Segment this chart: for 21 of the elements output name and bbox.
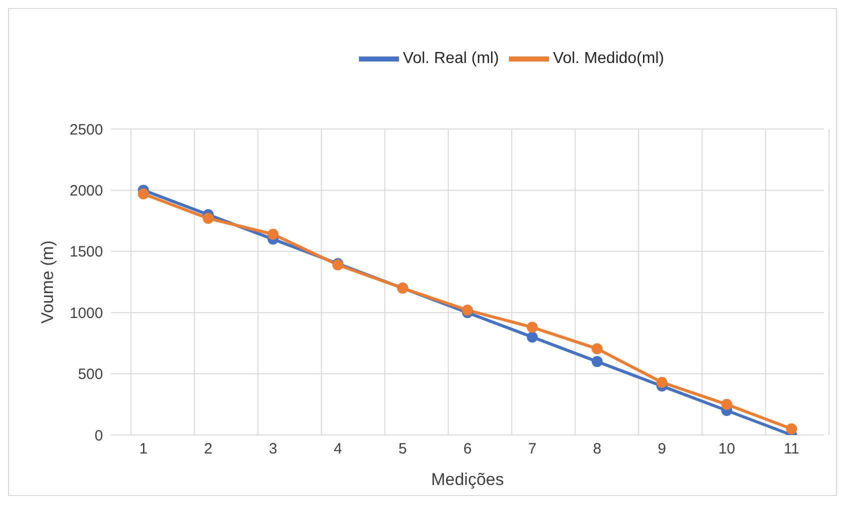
x-tick-label: 2 (204, 440, 212, 458)
y-tick-label: 500 (78, 366, 103, 384)
x-tick-label: 6 (463, 440, 472, 458)
x-tick-label: 4 (334, 440, 342, 458)
y-tick-label: 1500 (70, 244, 103, 261)
x-tick-label: 10 (718, 440, 736, 458)
y-tick-label: 1000 (70, 304, 103, 322)
x-tick-label: 7 (528, 440, 536, 458)
x-tick-label: 9 (658, 440, 666, 458)
x-tick-label: 1 (139, 440, 148, 458)
y-axis-title: Voume (m) (38, 240, 58, 324)
legend-label: Vol. Real (ml) (402, 50, 499, 68)
x-tick-label: 3 (268, 440, 278, 458)
x-tick-label: 5 (398, 440, 407, 458)
y-tick-label: 2500 (70, 121, 103, 138)
x-tick-label: 11 (784, 440, 800, 458)
y-tick-label: 0 (94, 427, 103, 444)
legend-label: Vol. Medido(ml) (552, 50, 664, 68)
x-axis-title: Medições (431, 470, 504, 489)
y-tick-label: 2000 (70, 182, 103, 200)
x-tick-label: 8 (592, 440, 602, 458)
